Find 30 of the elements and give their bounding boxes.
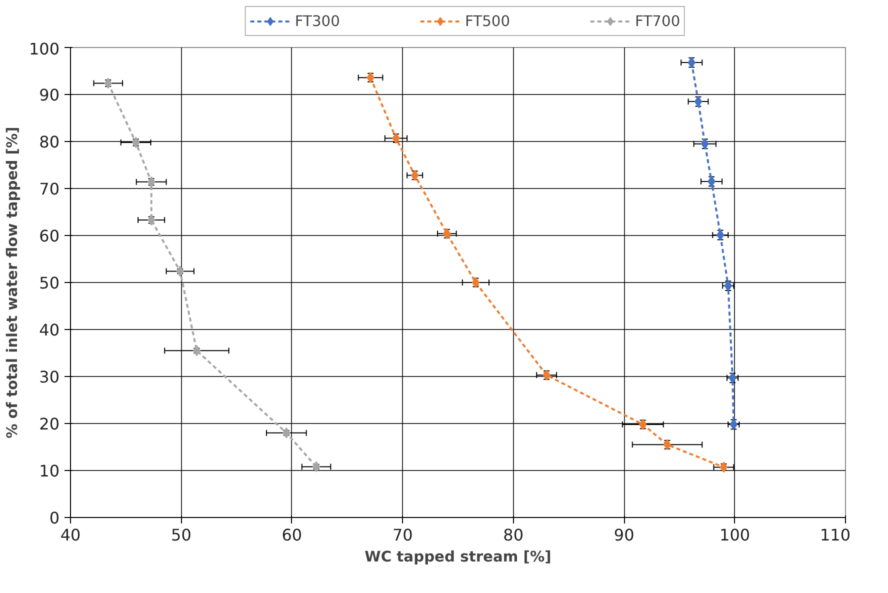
y-tick-label: 30 (39, 368, 60, 386)
x-tick-label: 50 (171, 526, 192, 544)
point (147, 214, 156, 226)
y-tick-label: 40 (39, 320, 60, 340)
y-tick-label: 100 (28, 40, 60, 58)
y-tick-label: 80 (39, 132, 60, 152)
x-tick-label: 110 (820, 526, 851, 544)
y-tick-label: 50 (39, 274, 60, 292)
point (132, 136, 140, 148)
x-tick-label: 40 (60, 526, 81, 544)
y-tick-label: 90 (39, 86, 60, 104)
x-tick-label: 100 (720, 526, 750, 544)
y-tick-label: 20 (39, 414, 60, 434)
point (720, 462, 728, 473)
y-tick-label: 70 (39, 180, 60, 198)
legend-label: FT300 (294, 12, 340, 30)
point (312, 461, 320, 472)
x-tick-label: 90 (614, 526, 634, 544)
y-tick-label: 60 (39, 226, 60, 246)
x-tick-label: 60 (282, 526, 302, 544)
point (147, 176, 156, 188)
point (192, 345, 201, 356)
y-axis-title: % of total inlet water flow tapped [%] (4, 126, 21, 438)
x-tick-label: 70 (392, 526, 413, 544)
legend-label: FT500 (464, 12, 510, 30)
x-tick-label: 80 (503, 526, 524, 544)
legend-label: FT700 (635, 12, 680, 30)
y-tick-label: 10 (39, 462, 60, 480)
x-axis-title: WC tapped stream [%] (364, 548, 552, 566)
y-tick-label: 0 (49, 508, 60, 528)
